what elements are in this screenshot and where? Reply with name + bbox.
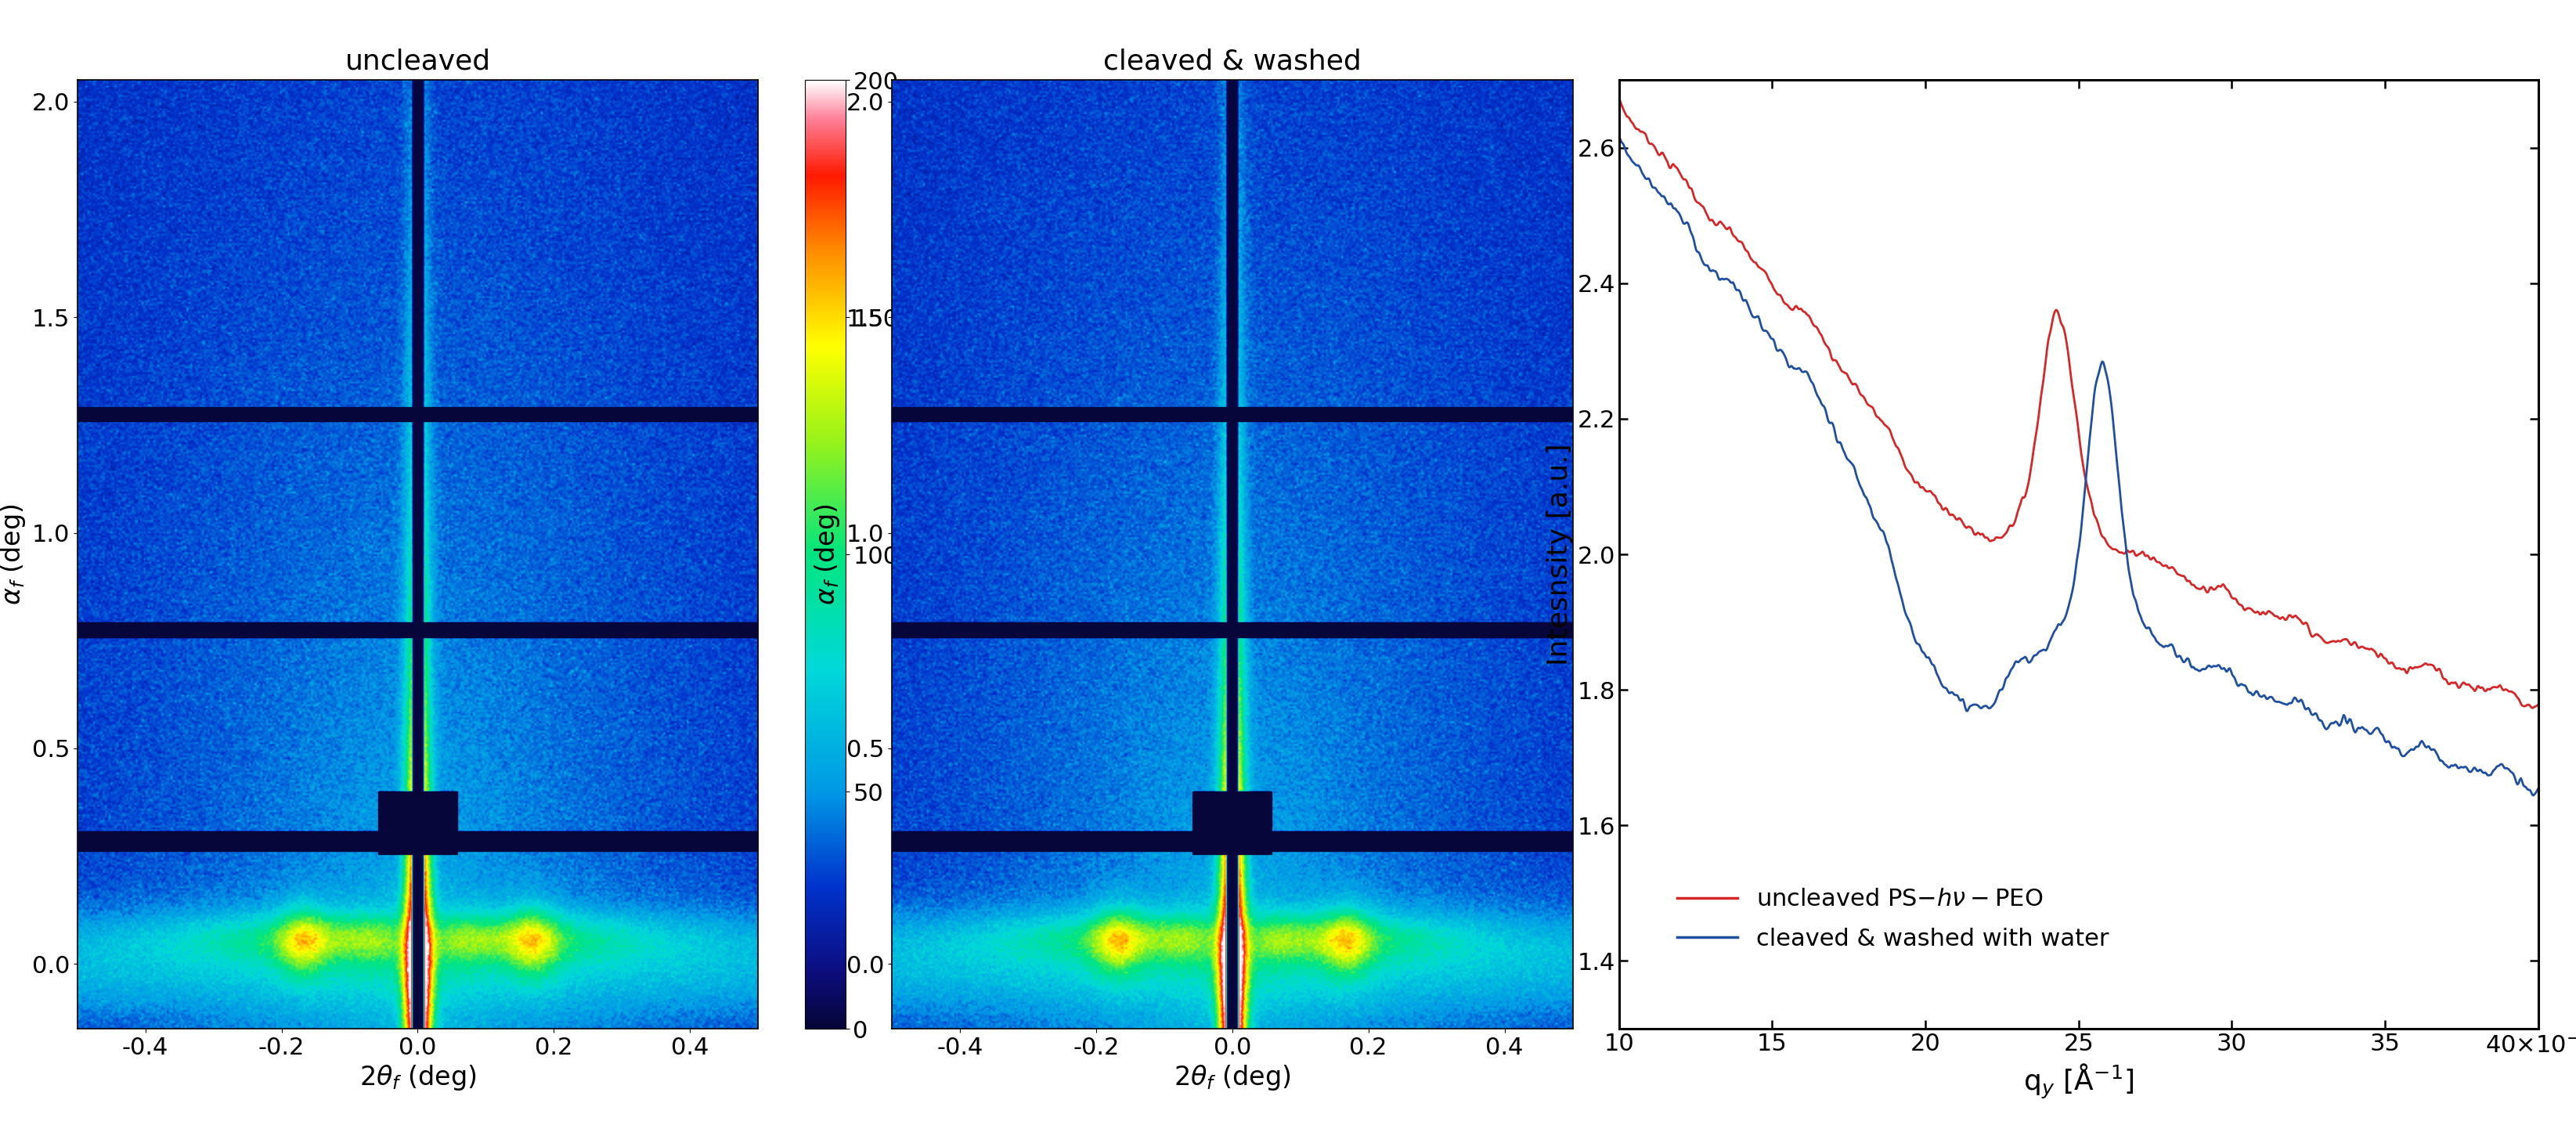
X-axis label: $2\theta_f$ (deg): $2\theta_f$ (deg) [1172,1063,1291,1093]
Bar [379,791,456,854]
X-axis label: $2\theta_f$ (deg): $2\theta_f$ (deg) [358,1063,477,1093]
Bar [891,832,1571,850]
Title: uncleaved: uncleaved [345,48,489,74]
Bar [77,622,757,638]
Legend: uncleaved PS$-h\nu-$PEO, cleaved & washed with water: uncleaved PS$-h\nu-$PEO, cleaved & washe… [1667,879,2117,960]
Y-axis label: $\alpha_f$ (deg): $\alpha_f$ (deg) [814,504,842,605]
Bar [77,407,757,421]
Bar [891,622,1571,638]
Bar [891,407,1571,421]
X-axis label: q$_y$ [Å$^{-1}$]: q$_y$ [Å$^{-1}$] [2022,1062,2133,1101]
Title: cleaved & washed: cleaved & washed [1103,48,1360,74]
Bar [1193,791,1273,854]
Y-axis label: Intesnsity [a.u.]: Intesnsity [a.u.] [1546,443,1571,665]
Bar [77,832,757,850]
Y-axis label: $\alpha_f$ (deg): $\alpha_f$ (deg) [0,504,28,605]
Y-axis label: Intensity (arb. units): Intensity (arb. units) [907,432,930,677]
